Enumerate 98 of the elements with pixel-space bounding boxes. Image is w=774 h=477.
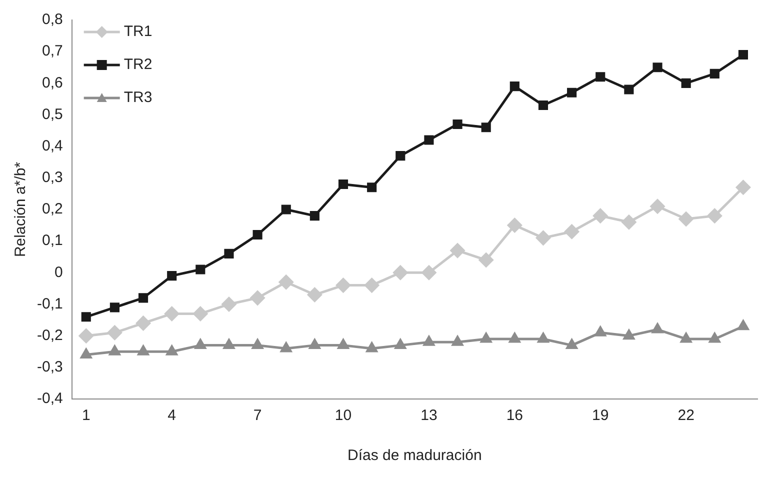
point <box>109 345 120 356</box>
point <box>196 264 206 274</box>
point <box>223 339 235 350</box>
point <box>510 82 520 92</box>
x-tick-label: 10 <box>334 407 352 424</box>
point <box>538 100 548 110</box>
point <box>252 339 264 350</box>
point <box>81 312 91 322</box>
point <box>336 278 350 293</box>
point <box>280 342 292 352</box>
point <box>424 135 434 145</box>
x-tick-label: 16 <box>506 407 524 424</box>
point <box>110 302 120 312</box>
x-tick-label: 22 <box>678 407 694 424</box>
point <box>307 288 322 302</box>
x-tick-label: 13 <box>420 407 438 424</box>
y-tick-label: 0,8 <box>42 11 63 28</box>
point <box>452 336 464 346</box>
y-tick-label: 0,5 <box>42 106 63 123</box>
y-tick-label: 0 <box>54 264 63 281</box>
point <box>423 336 435 346</box>
point <box>536 230 550 246</box>
point <box>452 119 462 130</box>
point <box>709 332 720 343</box>
point <box>396 151 406 161</box>
point <box>193 306 208 321</box>
point <box>167 271 177 281</box>
point <box>364 278 380 293</box>
point <box>480 332 492 343</box>
point <box>678 212 694 226</box>
point <box>138 345 149 356</box>
point <box>366 342 378 352</box>
point <box>80 348 92 359</box>
point <box>252 230 262 240</box>
y-axis-title: Relación a*/b* <box>12 162 30 258</box>
point <box>623 330 635 340</box>
point <box>478 252 494 268</box>
point <box>278 274 294 290</box>
y-tick-label: 0,2 <box>42 200 63 218</box>
point <box>393 265 408 280</box>
point <box>310 211 320 221</box>
legend-label: TR2 <box>124 56 152 74</box>
point <box>707 208 722 224</box>
x-tick-label: 4 <box>168 407 176 424</box>
x-axis-title: Días de maduración <box>348 447 482 464</box>
point <box>738 320 749 330</box>
point <box>736 180 750 195</box>
point <box>652 323 664 334</box>
point <box>507 218 522 233</box>
y-tick-label: 0,3 <box>42 169 63 186</box>
point <box>594 326 606 336</box>
point <box>652 62 662 72</box>
y-tick-label: 0,7 <box>42 42 63 60</box>
point <box>338 339 349 350</box>
point <box>650 199 665 214</box>
point <box>309 339 320 350</box>
point <box>593 208 608 224</box>
y-tick-label: -0,4 <box>36 390 63 408</box>
point <box>250 290 265 306</box>
point <box>450 243 465 258</box>
point <box>136 316 151 330</box>
x-tick-label: 1 <box>82 407 90 424</box>
y-tick-label: 0,4 <box>42 137 63 154</box>
point <box>566 339 578 350</box>
point <box>509 332 520 343</box>
legend-label: TR3 <box>124 89 152 106</box>
point <box>564 224 580 239</box>
point <box>281 204 291 214</box>
point <box>681 78 691 88</box>
point <box>481 122 491 132</box>
point <box>738 50 748 60</box>
point <box>394 339 406 350</box>
point <box>166 345 178 356</box>
point <box>622 214 636 230</box>
point <box>138 293 148 303</box>
point <box>338 179 348 190</box>
point <box>164 306 180 321</box>
point <box>567 88 577 98</box>
point <box>710 68 720 78</box>
point <box>422 265 436 280</box>
y-tick-label: -0,3 <box>36 358 63 376</box>
x-tick-label: 19 <box>592 407 609 424</box>
point <box>107 325 122 340</box>
point <box>78 328 94 344</box>
y-tick-label: 0,6 <box>42 74 63 92</box>
point <box>194 339 206 350</box>
point <box>222 297 236 312</box>
legend-label: TR1 <box>124 23 152 40</box>
point <box>624 84 634 94</box>
x-tick-label: 7 <box>253 407 262 424</box>
point <box>224 248 234 258</box>
y-tick-label: 0,1 <box>42 232 63 250</box>
point <box>367 182 377 192</box>
point <box>680 332 692 343</box>
point <box>596 72 606 82</box>
y-tick-label: -0,2 <box>36 326 63 344</box>
point <box>538 332 549 343</box>
y-tick-label: -0,1 <box>36 295 63 312</box>
